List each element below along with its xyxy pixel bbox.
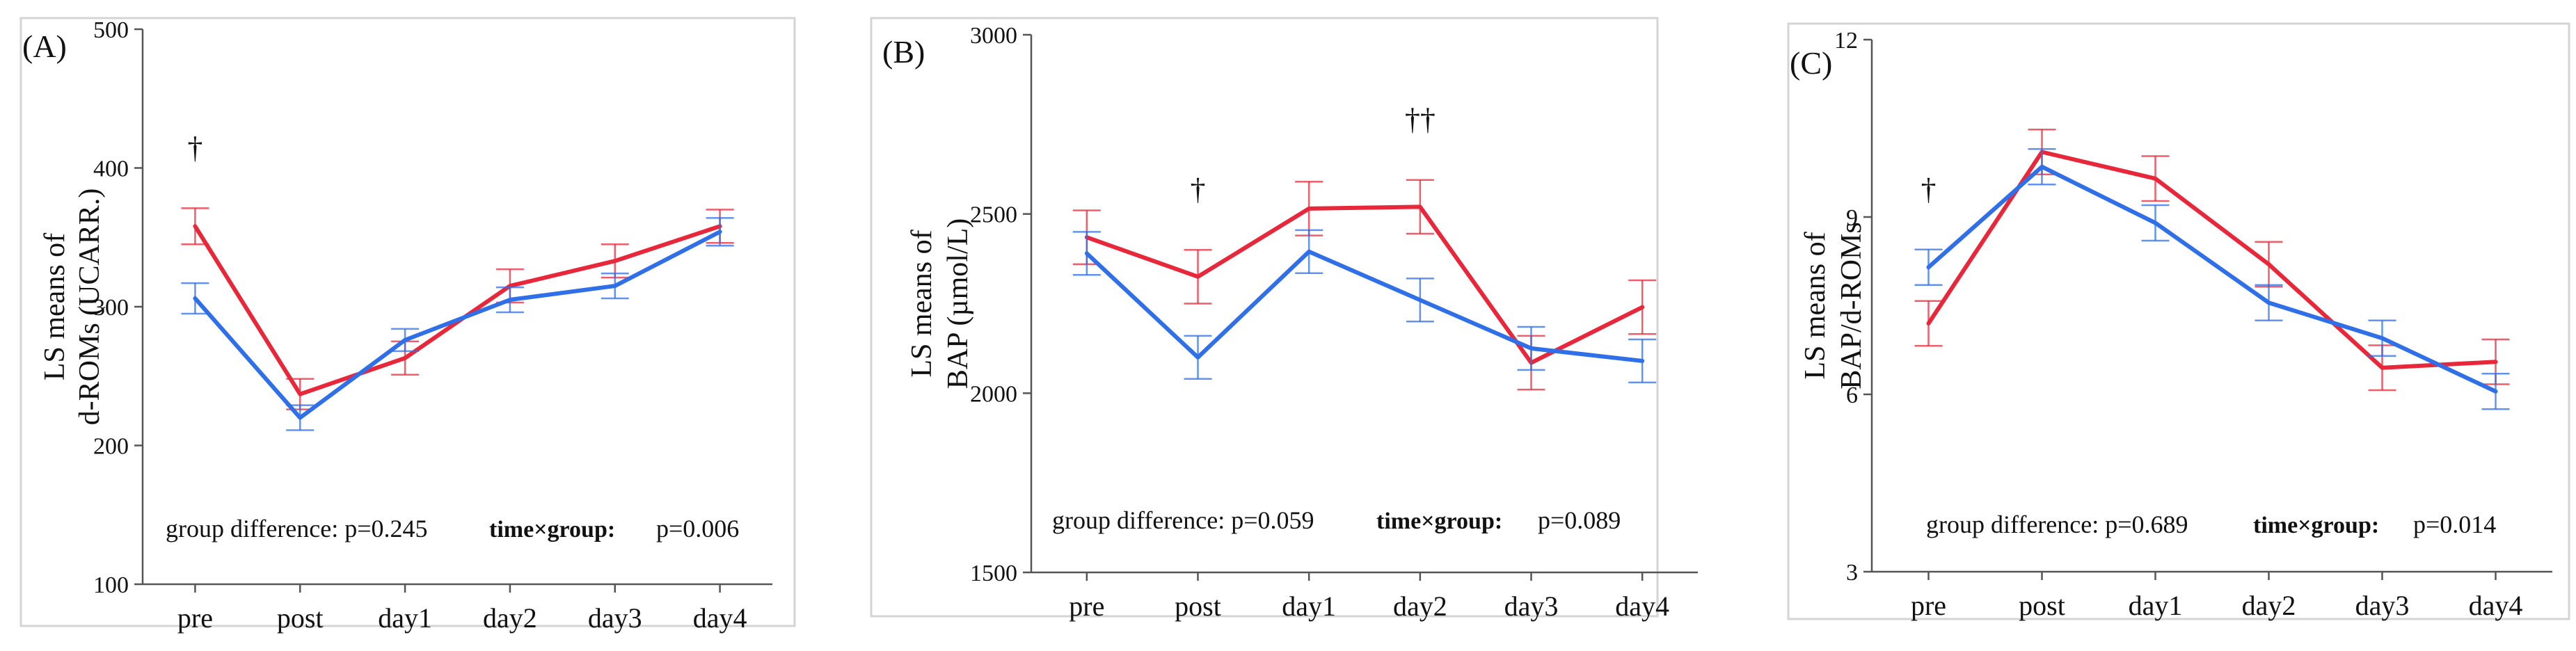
series-red	[1072, 179, 1657, 391]
significance-mark: ††	[1405, 103, 1436, 137]
y-tick-label: 400	[93, 156, 129, 182]
stats-interaction-label: time×group:	[2253, 513, 2379, 538]
y-tick-label: 9	[1846, 205, 1858, 231]
x-tick-label: day3	[2355, 590, 2410, 621]
y-tick-label: 2500	[970, 202, 1017, 228]
y-tick-label: 6	[1846, 383, 1858, 408]
stats-interaction-p: p=0.006	[656, 515, 739, 542]
chart-panel-3: 3 6 9 12 pre post day1 day2 day3 day4 LS means of B…	[1787, 22, 2570, 621]
panel-label: (B)	[882, 34, 925, 70]
y-axis-label-line1: LS means of	[39, 233, 71, 380]
stats-group-difference: group difference: p=0.689	[1926, 511, 2188, 538]
series-line	[1926, 150, 2498, 370]
y-tick-label: 200	[93, 434, 129, 460]
x-tick-label: day1	[1282, 590, 1336, 622]
y-axis-label-line2: BAP (µmol/L)	[942, 218, 974, 389]
stats-interaction-p: p=0.089	[1538, 506, 1621, 534]
stats-interaction-p: p=0.014	[2413, 511, 2496, 538]
series-blue	[181, 217, 734, 431]
x-tick-label: day1	[2129, 590, 2183, 621]
series-line	[1084, 249, 1645, 363]
x-tick-label: day2	[1393, 590, 1447, 622]
series-line	[193, 230, 722, 420]
y-tick-label: 12	[1834, 28, 1858, 54]
x-tick-label: pre	[177, 602, 213, 634]
x-tick-label: post	[1175, 590, 1221, 622]
y-axis-label-line2: BAP/d-ROMs	[1836, 222, 1868, 389]
x-tick-label: day3	[588, 602, 642, 634]
panel-label: (C)	[1790, 45, 1832, 81]
stats-group-difference: group difference: p=0.245	[166, 515, 428, 542]
x-tick-label: day2	[483, 602, 537, 634]
series-line	[1926, 164, 2498, 394]
y-tick-label: 3	[1846, 560, 1858, 586]
stats-interaction-label: time×group:	[1376, 508, 1502, 534]
y-tick-label: 2000	[970, 381, 1017, 407]
y-tick-label: 1500	[970, 561, 1017, 586]
panel-border	[1787, 22, 2570, 620]
significance-mark: †	[187, 131, 202, 165]
x-tick-label: post	[2019, 590, 2065, 621]
panel-border	[870, 17, 1659, 618]
panel-label: (A)	[22, 29, 67, 64]
series-blue	[1072, 229, 1657, 384]
y-tick-label: 100	[93, 572, 129, 598]
y-axis-label-line2: d-ROMs (UCARR.)	[74, 188, 106, 426]
stats-interaction-label: time×group:	[489, 517, 615, 542]
series-line	[1084, 204, 1645, 365]
x-tick-label: day4	[2469, 590, 2523, 621]
x-tick-label: day1	[378, 602, 432, 634]
series-blue	[1914, 148, 2510, 410]
x-tick-label: day4	[1615, 590, 1669, 622]
x-tick-label: day4	[693, 602, 747, 634]
significance-mark: †	[1191, 172, 1206, 207]
panel-border	[19, 17, 796, 627]
y-tick-label: 500	[93, 17, 129, 43]
x-tick-label: day2	[2242, 590, 2296, 621]
y-tick-label: 3000	[970, 23, 1017, 49]
chart-panel-2: 1500 2000 2500 3000 pre post day1 day2 day3 day4 L…	[870, 17, 1698, 622]
x-tick-label: pre	[1069, 590, 1104, 622]
chart-panel-1: 100 200 300 400 500 pre post day1 day2 day3 day4 LS…	[19, 17, 796, 634]
x-tick-label: day3	[1504, 590, 1559, 622]
significance-mark: †	[1921, 172, 1937, 207]
y-axis-label-line1: LS means of	[1799, 232, 1831, 379]
y-axis-label-line1: LS means of	[906, 230, 938, 377]
x-tick-label: pre	[1911, 590, 1946, 621]
stats-group-difference: group difference: p=0.059	[1052, 506, 1314, 534]
y-tick-label: 300	[93, 295, 129, 321]
x-tick-label: post	[277, 602, 324, 634]
